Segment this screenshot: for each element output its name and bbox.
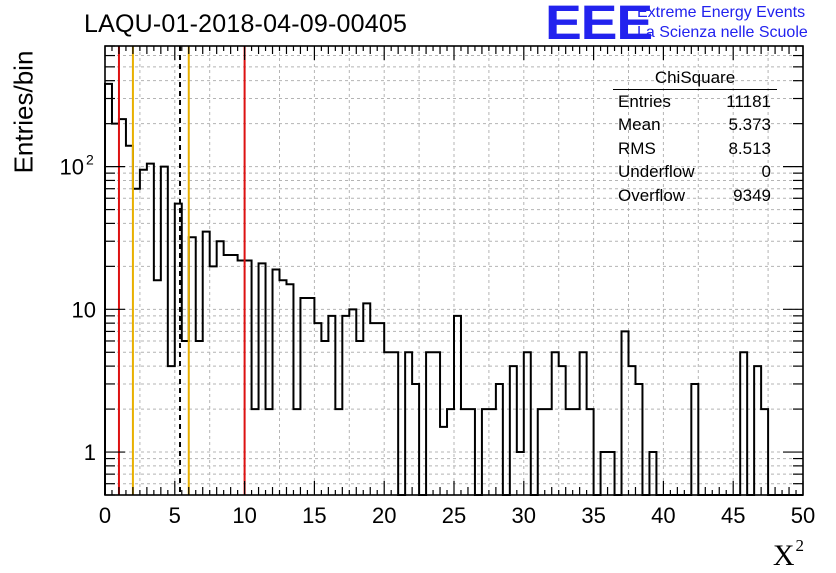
stats-value: 0	[761, 162, 771, 182]
stats-value: 5.373	[728, 115, 771, 135]
x-axis-label-text: X	[772, 539, 795, 572]
stats-label: Entries	[618, 92, 671, 111]
brand-line-2: La Scienza nelle Scuole	[637, 24, 808, 41]
x-tick-label: 5	[169, 503, 181, 528]
y-tick-exponent: 2	[86, 152, 94, 168]
stats-value: 9349	[733, 185, 771, 205]
stats-label: RMS	[618, 138, 656, 158]
x-tick-label: 40	[651, 503, 675, 528]
x-tick-label: 50	[791, 503, 815, 528]
stats-row-overflow: Overflow 9349	[611, 184, 777, 207]
chart-title: LAQU-01-2018-04-09-00405	[84, 10, 408, 38]
stats-row-entries: Entries 11181	[611, 90, 777, 113]
x-tick-label: 10	[232, 503, 256, 528]
stats-row-rms: RMS 8.513	[611, 137, 777, 160]
x-tick-label: 35	[581, 503, 605, 528]
y-tick-label: 1	[84, 440, 96, 465]
histogram-series	[104, 82, 803, 496]
stats-row-underflow: Underflow 0	[611, 160, 777, 183]
stats-value: 11181	[726, 92, 771, 111]
stats-row-mean: Mean 5.373	[611, 113, 777, 136]
brand-line-1: Extreme Energy Events	[637, 4, 806, 21]
stats-box: ChiSquare Entries 11181 Mean 5.373 RMS 8.51…	[611, 67, 777, 207]
stats-label: Overflow	[618, 185, 686, 205]
x-axis-label: X2	[773, 536, 804, 573]
x-tick-label: 25	[442, 503, 466, 528]
x-tick-label: 30	[512, 503, 536, 528]
stats-label: Mean	[618, 115, 661, 135]
x-axis-label-superscript: 2	[795, 536, 805, 555]
x-tick-label: 45	[721, 503, 745, 528]
y-tick-label: 10	[72, 297, 96, 322]
y-tick-label: 10	[60, 155, 84, 180]
y-axis-label: Entries/bin	[8, 50, 39, 174]
stats-header: ChiSquare	[613, 67, 777, 90]
x-tick-label: 15	[302, 503, 326, 528]
x-tick-label: 0	[99, 503, 111, 528]
eee-logo: EEE	[545, 0, 653, 50]
x-tick-label: 20	[372, 503, 396, 528]
stats-label: Underflow	[618, 162, 695, 182]
stats-value: 8.513	[728, 138, 771, 158]
